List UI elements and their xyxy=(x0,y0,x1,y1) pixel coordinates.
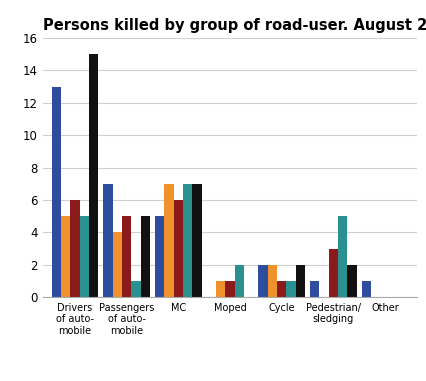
Bar xyxy=(80,216,89,297)
Bar xyxy=(235,265,244,297)
Bar xyxy=(70,200,80,297)
Bar xyxy=(174,200,183,297)
Bar xyxy=(131,281,141,297)
Bar xyxy=(89,54,98,297)
Bar xyxy=(52,87,61,297)
Bar xyxy=(183,184,192,297)
Bar xyxy=(122,216,131,297)
Bar xyxy=(348,265,357,297)
Bar xyxy=(192,184,201,297)
Bar xyxy=(329,248,338,297)
Bar xyxy=(225,281,235,297)
Bar xyxy=(155,216,164,297)
Bar xyxy=(286,281,296,297)
Bar xyxy=(310,281,320,297)
Bar xyxy=(362,281,371,297)
Text: Persons killed by group of road-user. August 2003-2007: Persons killed by group of road-user. Au… xyxy=(43,18,426,33)
Bar xyxy=(103,184,112,297)
Bar xyxy=(216,281,225,297)
Bar xyxy=(277,281,286,297)
Bar xyxy=(61,216,70,297)
Bar xyxy=(164,184,174,297)
Bar xyxy=(141,216,150,297)
Bar xyxy=(259,265,268,297)
Bar xyxy=(296,265,305,297)
Bar xyxy=(268,265,277,297)
Bar xyxy=(338,216,348,297)
Bar xyxy=(112,232,122,297)
